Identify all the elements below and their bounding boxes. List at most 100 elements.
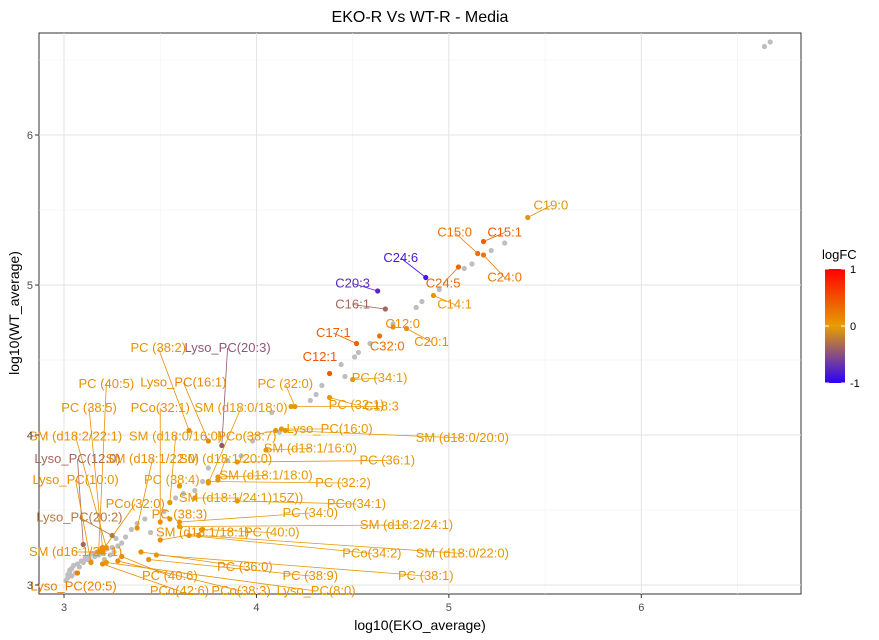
- x-tick-label: 4: [253, 602, 259, 614]
- legend-tick-label: 1: [850, 264, 856, 276]
- point-label: PCo(32:1): [131, 400, 190, 415]
- leader-line: [106, 562, 317, 592]
- point-label: SM (d18:2/22:1): [29, 429, 122, 444]
- labeled-point: [390, 324, 396, 330]
- labeled-point: [273, 427, 279, 434]
- point-label: C12:0: [385, 316, 420, 331]
- point-label: SM (d18:2/24:1): [360, 517, 453, 532]
- data-point: [338, 361, 344, 368]
- data-point: [199, 478, 206, 485]
- point-label: PC (32:1): [329, 397, 385, 412]
- point-label: SM (d18:1/22:0): [106, 451, 199, 466]
- point-label: C24:6: [383, 250, 418, 265]
- point-label: Lyso_PC(20:3): [184, 340, 270, 355]
- labeled-points: [74, 214, 531, 576]
- point-label: PC (38:9): [282, 568, 338, 583]
- data-point: [205, 465, 211, 471]
- data-point: [307, 397, 313, 404]
- labeled-point: [186, 532, 192, 539]
- data-point: [115, 543, 121, 549]
- point-label: PC (38:4): [144, 472, 200, 487]
- point-label: PCo(38:7): [217, 429, 276, 444]
- leader-line: [266, 448, 311, 451]
- point-label: SM (d18:0/22:0): [416, 546, 509, 561]
- data-point: [107, 552, 113, 558]
- x-tick-label: 5: [446, 602, 452, 614]
- labeled-point: [382, 306, 388, 312]
- labeled-point: [423, 274, 429, 281]
- leader-line: [406, 328, 432, 343]
- data-point: [761, 43, 768, 50]
- leader-line: [237, 500, 357, 505]
- labeled-point: [455, 264, 462, 270]
- leader-line: [237, 460, 388, 463]
- labeled-point: [103, 559, 109, 566]
- leader-line: [352, 377, 380, 380]
- point-label: PC (32:2): [315, 475, 371, 490]
- data-point: [313, 391, 319, 398]
- leader-line: [182, 382, 209, 442]
- point-label: C12:1: [303, 349, 338, 364]
- y-tick-label: 5: [27, 280, 33, 292]
- leader-line: [442, 266, 459, 284]
- leader-line: [433, 295, 455, 305]
- point-label: C14:1: [437, 297, 472, 312]
- labeled-point: [480, 252, 487, 258]
- labeled-point: [88, 559, 94, 566]
- leader-line: [208, 481, 344, 484]
- data-point: [367, 340, 373, 347]
- y-axis-ticks: 3 4 5 6: [27, 130, 39, 592]
- data-point: [161, 508, 167, 515]
- legend-tick-label: 0: [850, 321, 856, 333]
- leader-line: [285, 430, 463, 439]
- point-label: C24:5: [426, 276, 461, 291]
- labeled-point: [115, 558, 121, 564]
- leader-line: [352, 304, 386, 310]
- labeled-point: [205, 478, 211, 485]
- leader-line: [207, 407, 242, 484]
- point-label: C20:3: [335, 276, 370, 291]
- leader-line: [121, 556, 170, 577]
- labeled-point: [215, 474, 221, 480]
- labeled-point: [134, 525, 140, 531]
- unlabeled-points: [63, 39, 773, 584]
- point-label: SM (d18:0/20:0): [416, 430, 509, 445]
- point-label: PC (38:3): [152, 507, 208, 522]
- data-point: [148, 529, 154, 536]
- data-point: [69, 573, 75, 579]
- point-label: PC (34:0): [282, 505, 338, 520]
- data-point: [134, 520, 140, 527]
- chart-title: EKO-R Vs WT-R - Media: [332, 9, 509, 26]
- labeled-point: [219, 442, 225, 449]
- data-point: [461, 265, 467, 272]
- point-label: PC (36:1): [359, 453, 415, 468]
- labeled-point: [74, 570, 81, 576]
- data-point: [413, 304, 419, 311]
- data-point: [128, 526, 134, 533]
- point-label: SM (d16:1/24:1): [29, 544, 122, 559]
- point-label: SM (d18:1/18:0): [219, 468, 312, 483]
- leader-line: [333, 332, 357, 344]
- point-label: PC (38:5): [61, 400, 117, 415]
- data-point: [355, 349, 362, 356]
- labeled-point: [282, 427, 288, 434]
- labeled-point: [525, 214, 531, 221]
- leader-line: [221, 347, 228, 446]
- labeled-point: [146, 556, 152, 563]
- labeled-point: [176, 483, 183, 489]
- point-label: PC (40:6): [142, 568, 198, 583]
- point-label: Lyso_PC(10:0): [32, 472, 118, 487]
- point-label: C19:0: [533, 198, 568, 213]
- labeled-point: [196, 532, 202, 539]
- point-label: PC (32:0): [257, 376, 313, 391]
- leader-line: [75, 479, 92, 563]
- leader-line: [198, 535, 463, 554]
- point-label: C15:0: [437, 225, 472, 240]
- point-label: SM (d18:0/16:0): [129, 429, 222, 444]
- labeled-point: [480, 238, 487, 245]
- labeled-point: [80, 541, 86, 548]
- point-label: Lyso_PC(12:0): [34, 451, 120, 466]
- point-label: PC (38:1): [398, 568, 454, 583]
- x-axis-ticks: 3 4 5 6: [61, 594, 644, 614]
